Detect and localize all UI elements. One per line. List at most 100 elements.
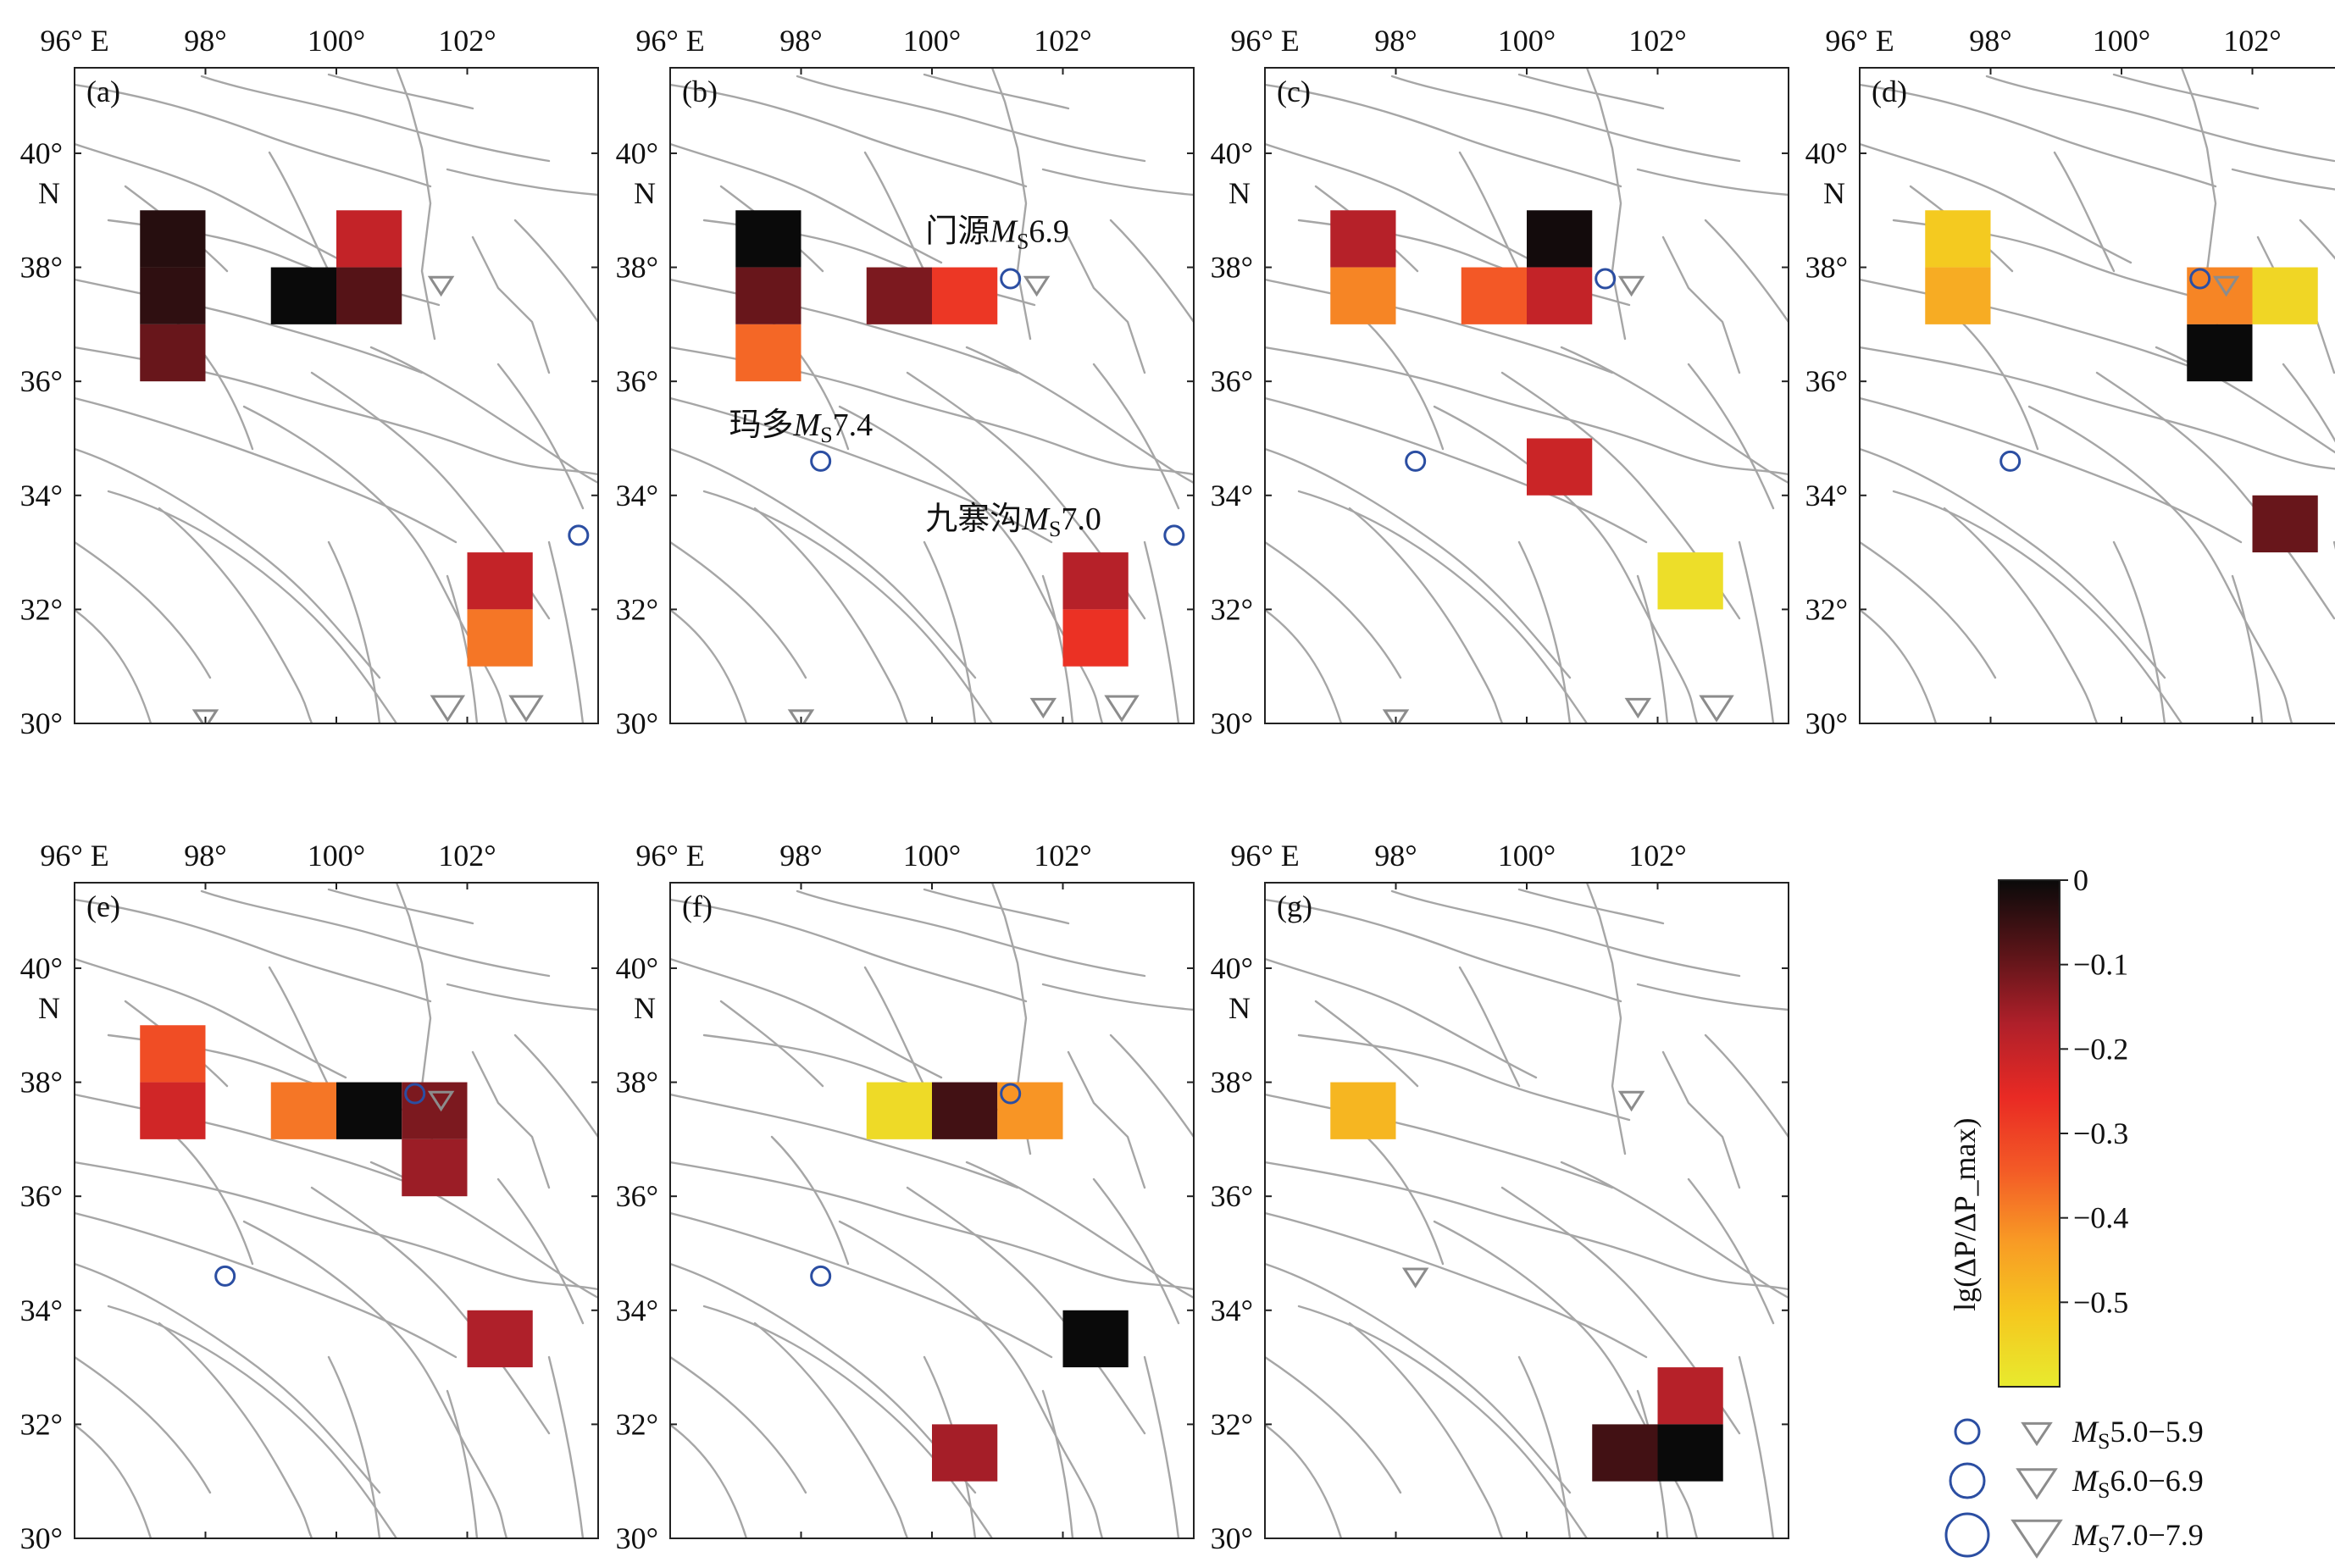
fault-line bbox=[770, 1135, 850, 1266]
pressure-cell bbox=[1062, 609, 1129, 667]
fault-line bbox=[838, 1220, 1104, 1538]
fault-line bbox=[906, 1186, 1146, 1435]
fault-line bbox=[923, 540, 977, 723]
earthquake-circle-marker bbox=[1000, 1083, 1022, 1105]
earthquake-circle-marker bbox=[1163, 524, 1185, 546]
pressure-cell bbox=[270, 1082, 336, 1139]
pressure-cell bbox=[140, 1082, 206, 1139]
pressure-cell bbox=[270, 267, 336, 324]
earthquake-circle-marker bbox=[1999, 450, 2022, 472]
pressure-cell bbox=[1461, 267, 1527, 324]
earthquake-circle-marker bbox=[1595, 268, 1617, 290]
grid-cells bbox=[735, 210, 1129, 667]
pressure-cell bbox=[467, 609, 533, 667]
pressure-cell bbox=[932, 267, 998, 324]
fault-line bbox=[1458, 966, 1521, 1088]
lon-tick-label: 102° bbox=[1628, 839, 1686, 873]
lat-tick-label: 36° bbox=[20, 1179, 63, 1213]
magnitude-subscript: S bbox=[1049, 517, 1061, 541]
earthquake-triangle-marker bbox=[1104, 695, 1140, 723]
pressure-cell bbox=[467, 552, 533, 610]
pressure-cell bbox=[402, 1082, 468, 1139]
fault-line bbox=[670, 1211, 1053, 1359]
fault-line bbox=[670, 1093, 1019, 1189]
map-panel: 96° E 98° 100° 102° 40° 38° 36° 34° 32° 30° N (e) bbox=[20, 839, 599, 1555]
lat-unit-label: N bbox=[1823, 176, 1845, 210]
fault-line bbox=[1109, 219, 1194, 324]
lon-tick-label: 100° bbox=[2093, 24, 2150, 58]
pressure-cell bbox=[866, 1082, 932, 1139]
earthquake-markers bbox=[214, 1083, 455, 1287]
lat-unit-label: N bbox=[1229, 991, 1251, 1025]
magnitude-value: 5.0−5.9 bbox=[2110, 1415, 2203, 1449]
magnitude-value: 6.9 bbox=[1029, 213, 1069, 249]
legend-label: MS7.0−7.9 bbox=[2072, 1518, 2204, 1557]
fault-line bbox=[923, 73, 1070, 110]
fault-line bbox=[1265, 540, 1402, 679]
fault-line bbox=[75, 278, 424, 374]
earthquake-triangle-marker bbox=[1023, 275, 1051, 297]
lat-tick-label: 40° bbox=[20, 951, 63, 985]
fault-line bbox=[75, 1355, 212, 1494]
fault-line bbox=[1661, 1050, 1741, 1189]
fault-line bbox=[1365, 1135, 1445, 1266]
fault-line bbox=[1265, 1093, 1614, 1189]
panel-content bbox=[75, 68, 598, 723]
fault-line bbox=[1265, 83, 1622, 188]
fault-line bbox=[1687, 363, 1775, 510]
earthquake-triangle-marker bbox=[1699, 695, 1734, 723]
fault-line bbox=[670, 1355, 807, 1494]
earthquake-triangle-marker bbox=[787, 709, 815, 723]
lon-tick-label: 100° bbox=[903, 24, 961, 58]
fault-line bbox=[1265, 957, 1538, 1079]
lat-tick-label: 36° bbox=[1211, 364, 1253, 398]
lon-tick-label: 102° bbox=[438, 24, 496, 58]
lon-tick-label: 100° bbox=[1498, 24, 1556, 58]
fault-line bbox=[1704, 1033, 1789, 1139]
fault-line bbox=[1860, 278, 2209, 374]
fault-line bbox=[327, 888, 474, 925]
fault-line bbox=[670, 1423, 748, 1538]
lon-tick-label: 96° E bbox=[40, 839, 108, 873]
fault-line bbox=[670, 142, 943, 264]
fault-line bbox=[1860, 83, 2217, 188]
panel-label: (e) bbox=[86, 889, 120, 923]
pressure-cell bbox=[140, 1025, 206, 1083]
colorbar-bar bbox=[1998, 879, 2060, 1388]
pressure-cell bbox=[1657, 1424, 1723, 1482]
fault-line bbox=[1265, 142, 1538, 264]
legend-circle-marker bbox=[1954, 1418, 1981, 1445]
legend-label: MS6.0−6.9 bbox=[2072, 1464, 2204, 1503]
fault-line bbox=[75, 142, 347, 264]
event-annotation: 九寨沟MS7.0 bbox=[925, 501, 1101, 541]
fault-line bbox=[1636, 983, 1789, 1011]
fault-line bbox=[1067, 1050, 1146, 1189]
lat-tick-label: 32° bbox=[20, 1407, 63, 1441]
lat-unit-label: N bbox=[634, 176, 656, 210]
panel-content bbox=[1265, 68, 1789, 723]
lat-tick-label: 32° bbox=[1211, 1407, 1253, 1441]
pressure-cell bbox=[140, 267, 206, 324]
fault-line bbox=[1265, 278, 1614, 374]
lat-tick-label: 34° bbox=[20, 1294, 63, 1327]
fault-line bbox=[1738, 540, 1775, 723]
map-panel: 96° E 98° 100° 102° 40° 38° 36° 34° 32° 30° N (f) bbox=[616, 839, 1195, 1555]
earthquake-triangle-marker bbox=[1029, 697, 1057, 719]
pressure-cell bbox=[336, 210, 402, 268]
magnitude-symbol: M bbox=[989, 213, 1018, 249]
fault-line bbox=[75, 540, 212, 679]
grid-cells bbox=[140, 1025, 533, 1368]
grid-cells bbox=[1330, 1082, 1723, 1482]
fault-line bbox=[863, 151, 926, 273]
lon-tick-label: 102° bbox=[1034, 24, 1091, 58]
fault-line bbox=[1860, 447, 2166, 679]
magnitude-subscript: S bbox=[2098, 1478, 2110, 1503]
earthquake-triangle-marker bbox=[1624, 697, 1652, 719]
lon-tick-label: 96° E bbox=[1825, 24, 1894, 58]
lat-tick-label: 36° bbox=[616, 364, 658, 398]
earthquake-circle-marker bbox=[214, 1265, 236, 1287]
lon-tick-label: 96° E bbox=[40, 24, 108, 58]
fault-line bbox=[1265, 1423, 1343, 1538]
lat-tick-label: 30° bbox=[20, 1521, 63, 1555]
